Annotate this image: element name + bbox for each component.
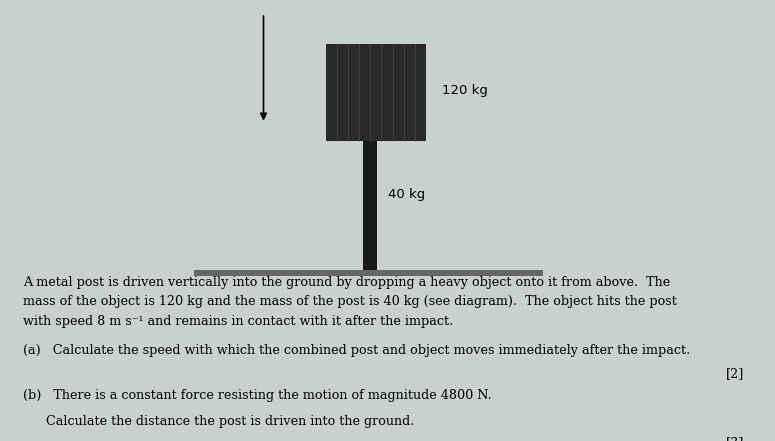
Text: 40 kg: 40 kg — [388, 187, 425, 201]
Text: 120 kg: 120 kg — [442, 84, 487, 97]
Text: with speed 8 m s⁻¹ and remains in contact with it after the impact.: with speed 8 m s⁻¹ and remains in contac… — [23, 315, 453, 328]
Text: (b)   There is a constant force resisting the motion of magnitude 4800 N.: (b) There is a constant force resisting … — [23, 389, 492, 402]
Text: mass of the object is 120 kg and the mass of the post is 40 kg (see diagram).  T: mass of the object is 120 kg and the mas… — [23, 295, 677, 308]
Text: [2]: [2] — [725, 367, 744, 380]
Text: Calculate the distance the post is driven into the ground.: Calculate the distance the post is drive… — [46, 415, 415, 427]
Text: A metal post is driven vertically into the ground by dropping a heavy object ont: A metal post is driven vertically into t… — [23, 276, 670, 288]
Bar — [363, 141, 377, 273]
Bar — [194, 270, 542, 276]
Text: (a)   Calculate the speed with which the combined post and object moves immediat: (a) Calculate the speed with which the c… — [23, 344, 691, 357]
Text: [3]: [3] — [725, 437, 744, 441]
Bar — [326, 44, 426, 141]
